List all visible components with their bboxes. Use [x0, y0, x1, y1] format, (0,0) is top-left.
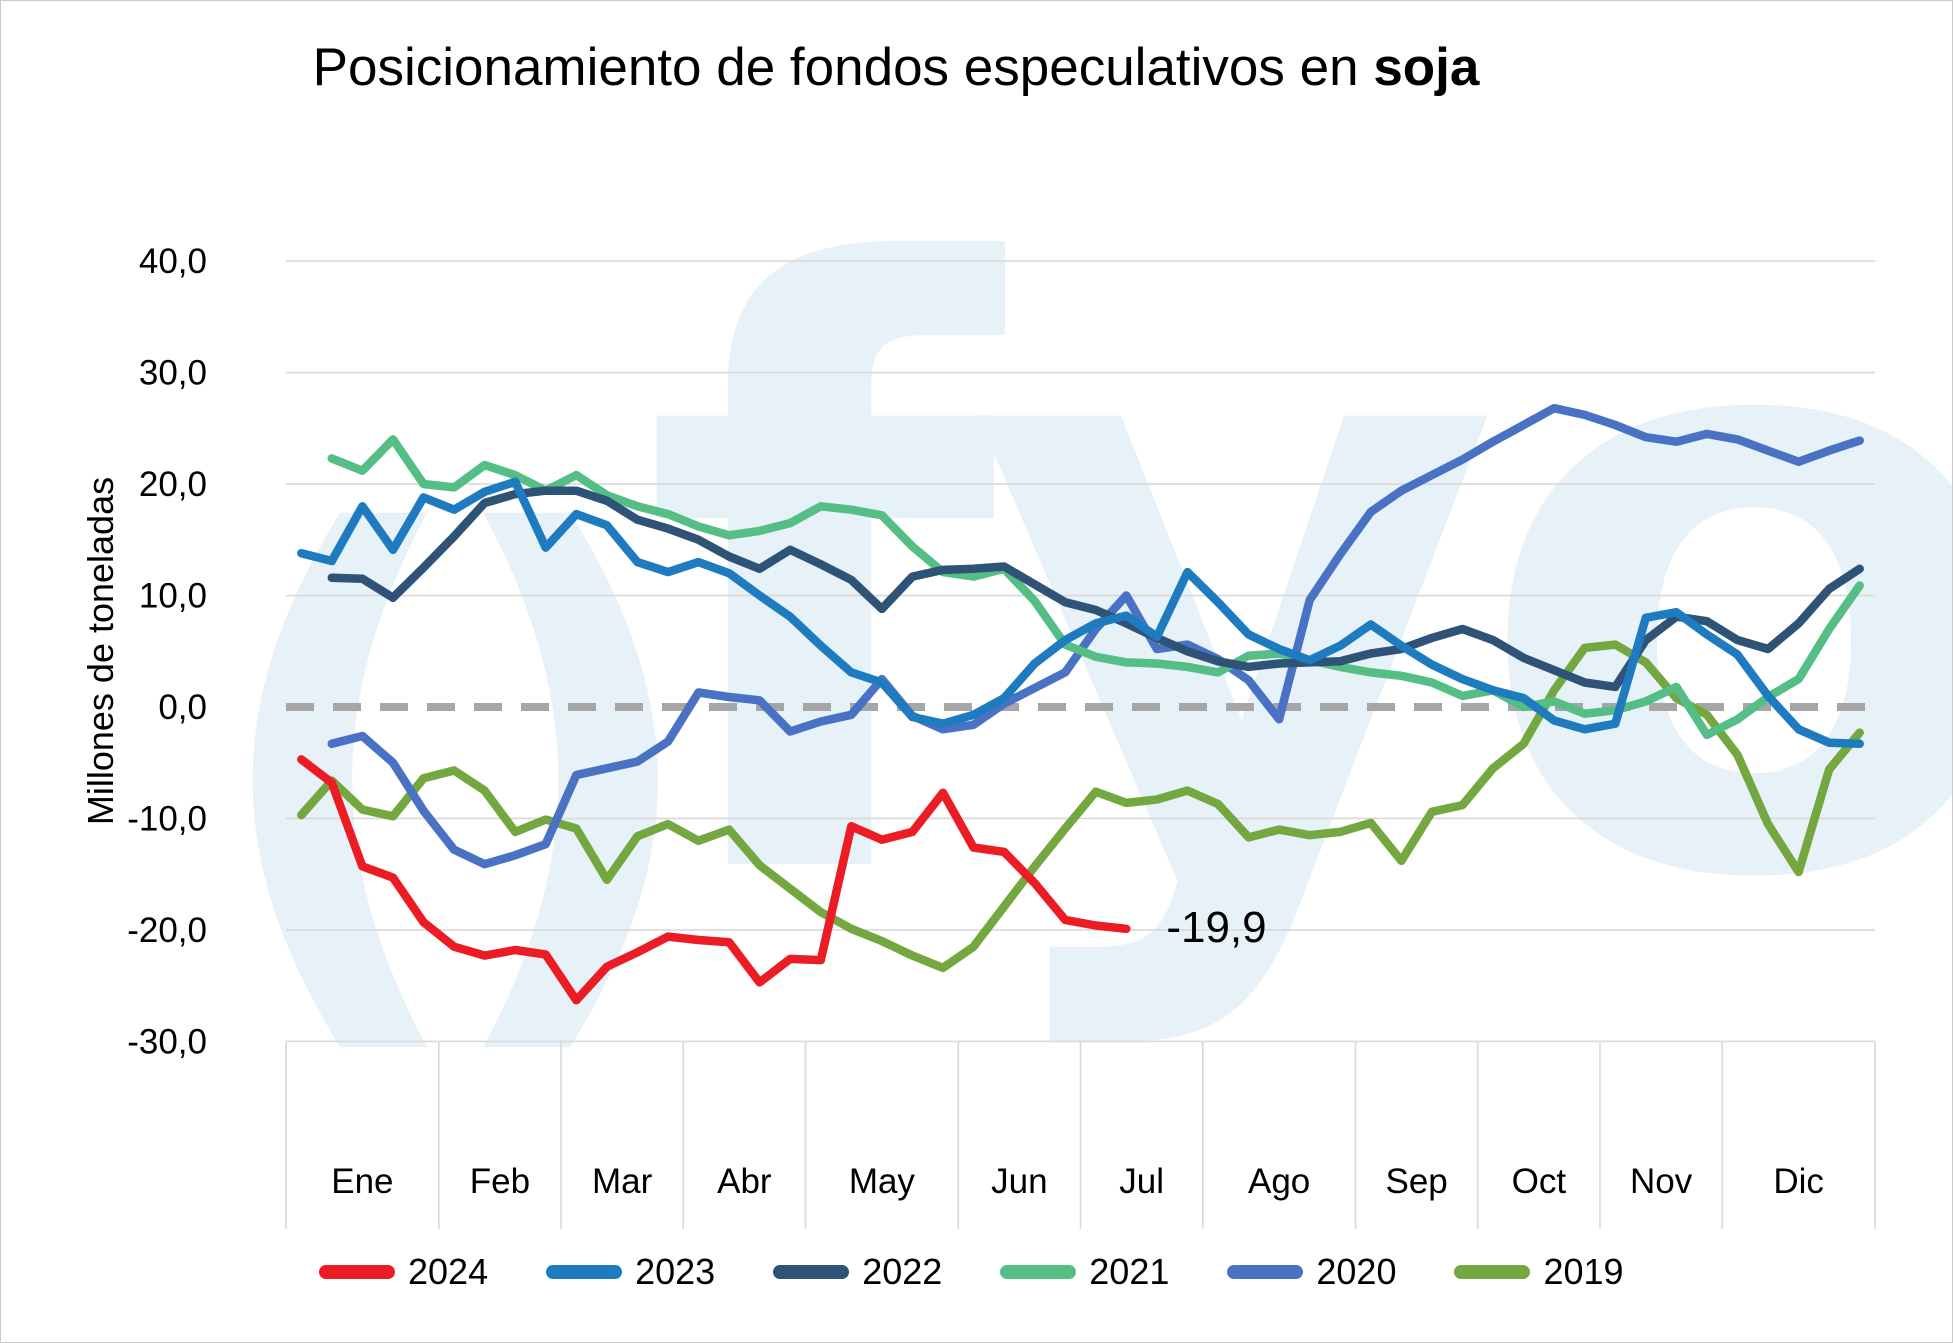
- x-tick-label-Sep: Sep: [1385, 1162, 1447, 1201]
- legend-swatch-2022: [773, 1265, 850, 1279]
- series-line-2019: [297, 640, 1864, 973]
- last-value-annotation: -19,9: [1166, 902, 1267, 952]
- legend-label-2024: 2024: [408, 1251, 489, 1292]
- x-tick-label-Jul: Jul: [1119, 1162, 1164, 1201]
- legend-item-2022: 2022: [773, 1251, 942, 1293]
- x-tick-label-Ago: Ago: [1248, 1162, 1310, 1201]
- y-tick-label-0,0: 0,0: [158, 688, 207, 727]
- legend-swatch-2020: [1227, 1265, 1304, 1279]
- legend-label-2022: 2022: [862, 1251, 943, 1292]
- series-line-2024: [297, 755, 1131, 1005]
- x-tick-label-Oct: Oct: [1512, 1162, 1567, 1201]
- x-tick-label-Feb: Feb: [470, 1162, 530, 1201]
- y-tick-label-30,0: 30,0: [139, 354, 207, 393]
- legend-item-2023: 2023: [546, 1251, 715, 1293]
- legend-item-2024: 2024: [319, 1251, 488, 1293]
- legend-item-2021: 2021: [1000, 1251, 1169, 1293]
- chart-title-regular: Posicionamiento de fondos especulativos …: [312, 38, 1374, 97]
- chart-title: Posicionamiento de fondos especulativos …: [1, 37, 1791, 98]
- legend-label-2020: 2020: [1316, 1251, 1397, 1292]
- legend-swatch-2019: [1454, 1265, 1531, 1279]
- legend-swatch-2024: [319, 1265, 395, 1279]
- legend-label-2019: 2019: [1543, 1251, 1624, 1292]
- x-tick-label-Nov: Nov: [1630, 1162, 1693, 1201]
- x-tick-label-Dic: Dic: [1773, 1162, 1824, 1201]
- y-tick-label--20,0: -20,0: [127, 911, 207, 950]
- y-axis-title: Millones de toneladas: [80, 476, 121, 826]
- watermark-fyo-logo: fyo: [641, 104, 1953, 1058]
- y-tick-label-10,0: 10,0: [139, 577, 207, 616]
- y-tick-label-20,0: 20,0: [139, 465, 207, 504]
- series-line-2020: [327, 403, 1864, 869]
- x-tick-label-Jun: Jun: [991, 1162, 1047, 1201]
- x-tick-label-Mar: Mar: [592, 1162, 653, 1201]
- legend-item-2019: 2019: [1454, 1251, 1624, 1293]
- chart-title-bold: soja: [1373, 38, 1480, 97]
- legend: 2024 2023 2022 2021 2020 2019: [319, 1251, 1624, 1293]
- series-line-2022: [327, 486, 1864, 692]
- x-tick-label-Abr: Abr: [717, 1162, 772, 1201]
- y-tick-label--10,0: -10,0: [127, 799, 207, 838]
- legend-swatch-2023: [546, 1265, 623, 1279]
- legend-swatch-2021: [1000, 1265, 1077, 1279]
- y-tick-label-40,0: 40,0: [139, 242, 207, 281]
- legend-label-2023: 2023: [635, 1251, 716, 1292]
- series-line-2021: [327, 435, 1864, 740]
- series-line-2023: [297, 477, 1864, 749]
- y-tick-label--30,0: -30,0: [127, 1022, 207, 1061]
- x-tick-label-Ene: Ene: [331, 1162, 393, 1201]
- legend-label-2021: 2021: [1089, 1251, 1170, 1292]
- legend-item-2020: 2020: [1227, 1251, 1396, 1293]
- x-tick-label-May: May: [849, 1162, 916, 1201]
